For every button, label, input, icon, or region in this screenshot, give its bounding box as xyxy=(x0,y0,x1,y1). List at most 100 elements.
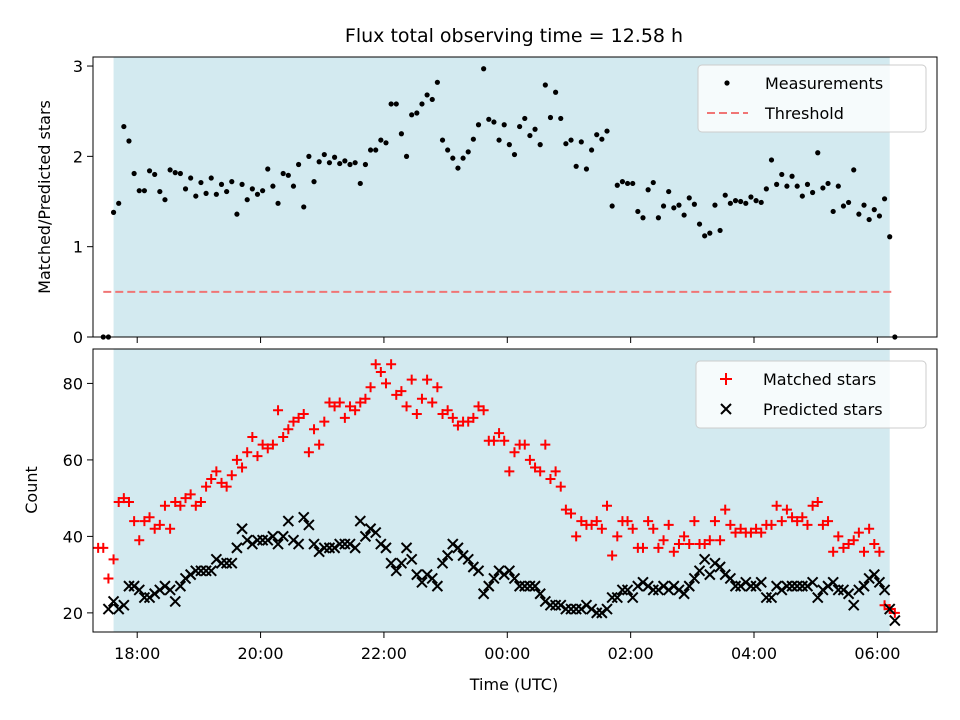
predicted-star-point xyxy=(231,542,243,554)
matched-star-point xyxy=(699,539,710,550)
measurement-point xyxy=(424,92,430,98)
measurement-point xyxy=(280,170,286,177)
matched-star-point xyxy=(684,539,695,550)
measurement-point xyxy=(439,137,446,143)
predicted-star-point xyxy=(138,591,151,604)
measurement-point xyxy=(553,89,559,95)
predicted-star-point xyxy=(488,572,500,585)
measurement-point xyxy=(301,204,307,210)
measurement-point xyxy=(157,188,163,195)
matched-star-point xyxy=(751,523,762,534)
measurement-point xyxy=(732,198,739,204)
matched-star-point xyxy=(175,500,186,511)
matched-star-point xyxy=(283,424,294,435)
matched-star-point xyxy=(391,389,402,400)
matched-star-point xyxy=(519,439,530,450)
measurement-point xyxy=(799,193,805,199)
measurement-point xyxy=(450,155,456,161)
measurement-point xyxy=(712,202,718,208)
predicted-star-point xyxy=(714,561,726,573)
measurement-point xyxy=(265,166,271,172)
measurement-point xyxy=(311,179,317,185)
matched-star-point xyxy=(499,435,510,446)
measurement-point xyxy=(594,132,600,138)
measurement-point xyxy=(126,138,132,144)
matched-star-point xyxy=(689,516,700,527)
matched-star-point xyxy=(180,493,191,504)
predicted-star-point xyxy=(889,614,901,627)
predicted-star-point xyxy=(806,576,819,588)
measurement-point xyxy=(141,188,148,194)
matched-star-point xyxy=(437,409,448,420)
measurement-point xyxy=(208,175,214,181)
matched-star-point xyxy=(380,378,391,389)
matched-star-point xyxy=(262,443,273,454)
predicted-star-point xyxy=(868,568,880,581)
measurement-point xyxy=(290,183,297,189)
predicted-star-point xyxy=(426,572,438,585)
predicted-star-point xyxy=(298,511,310,523)
predicted-star-point xyxy=(102,603,115,615)
predicted-star-point xyxy=(848,599,860,611)
matched-star-point xyxy=(242,447,253,458)
measurement-point xyxy=(434,79,440,85)
matched-star-point xyxy=(190,500,201,511)
measurement-point xyxy=(213,191,219,197)
measurement-point xyxy=(861,202,867,208)
matched-star-point xyxy=(401,401,412,412)
predicted-star-point xyxy=(267,530,279,543)
matched-star-point xyxy=(725,519,736,530)
measurement-point xyxy=(887,234,893,240)
matched-star-point xyxy=(144,512,155,523)
matched-star-point xyxy=(468,412,479,423)
predicted-star-point xyxy=(308,538,320,550)
matched-star-point xyxy=(781,504,792,515)
matched-star-point xyxy=(859,546,870,557)
top-axes-frame xyxy=(92,56,938,338)
predicted-star-point xyxy=(380,542,392,554)
top-legend-box xyxy=(697,64,927,133)
matched-star-point xyxy=(612,531,623,542)
matched-star-point xyxy=(596,523,607,534)
matched-star-point xyxy=(113,496,124,507)
matched-star-point xyxy=(396,386,407,397)
predicted-star-point xyxy=(200,565,212,577)
matched-star-point xyxy=(345,401,356,412)
matched-star-point xyxy=(195,496,206,507)
predicted-star-point xyxy=(683,580,695,592)
bottom-y-ticks: 20 40 60 80 xyxy=(63,374,93,623)
matched-star-point xyxy=(149,523,160,534)
matched-star-point xyxy=(165,523,176,534)
top-y-tick-label: 2 xyxy=(73,147,83,166)
predicted-star-point xyxy=(292,538,305,550)
measurement-point xyxy=(475,122,482,128)
matched-star-point xyxy=(386,359,397,370)
matched-star-point xyxy=(134,535,145,546)
measurement-point xyxy=(306,153,312,159)
matched-star-point xyxy=(566,508,577,519)
top-y-axis-label: Matched/Predicted stars xyxy=(35,100,54,294)
matched-star-point xyxy=(488,435,499,446)
x-tick-label: 20:00 xyxy=(238,644,284,663)
predicted-star-point xyxy=(251,534,264,546)
measurement-point xyxy=(460,155,466,161)
predicted-star-point xyxy=(477,588,490,600)
matched-star-point xyxy=(622,516,633,527)
matched-star-point xyxy=(792,516,803,527)
top-legend: Measurements Threshold xyxy=(697,64,927,133)
matched-star-point xyxy=(571,531,582,542)
measurement-point xyxy=(234,211,240,217)
matched-star-point xyxy=(237,462,248,473)
matched-star-point xyxy=(252,451,263,462)
measurement-point xyxy=(840,203,847,209)
legend-measurements-label: Measurements xyxy=(765,74,883,93)
predicted-star-point xyxy=(220,557,233,569)
x-axis-label: Time (UTC) xyxy=(469,675,558,694)
matched-star-point xyxy=(139,516,150,527)
measurement-point xyxy=(419,101,425,107)
measurement-point xyxy=(296,161,302,168)
measurement-point xyxy=(522,115,528,122)
matched-star-point xyxy=(509,447,520,458)
predicted-star-point xyxy=(318,542,331,554)
predicted-star-point xyxy=(781,580,793,592)
